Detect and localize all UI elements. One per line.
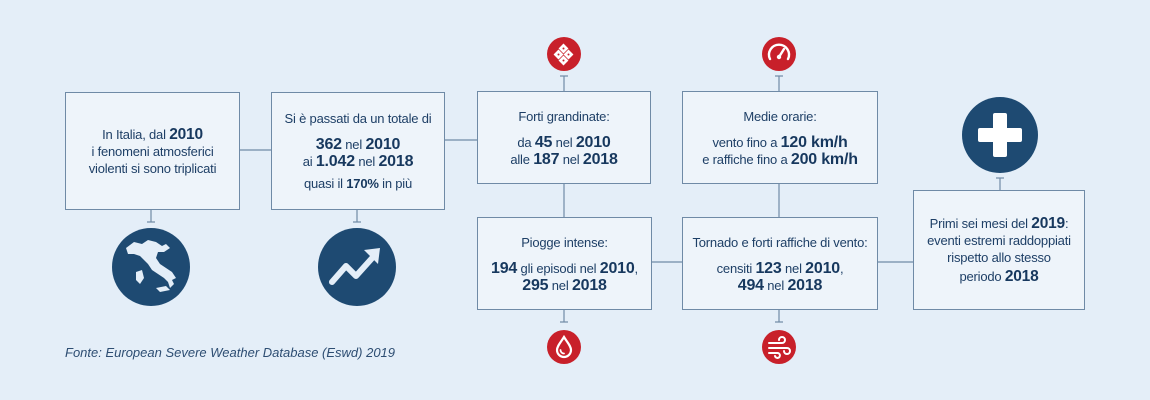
hail-icon [547,37,581,71]
box-heavy-rain: Piogge intense: 194 gli episodi nel 2010… [477,217,652,310]
box-italy-summary: In Italia, dal 2010 i fenomeni atmosferi… [65,92,240,210]
source-note: Fonte: European Severe Weather Database … [65,345,396,360]
box-hail: Forti grandinate: da 45 nel 2010 alle 18… [477,91,651,184]
box-wind-speed: Medie orarie: vento fino a 120 km/h e ra… [682,91,878,184]
plus-icon [962,97,1038,173]
raindrop-icon [547,330,581,364]
wind-icon [762,330,796,364]
speedometer-icon [762,37,796,71]
trend-arrow-icon [318,228,396,306]
box-total-events: Si è passati da un totale di 362 nel 201… [271,92,445,210]
italy-map-icon [112,228,190,306]
box-tornado: Tornado e forti raffiche di vento: censi… [682,217,878,310]
box-2019-summary: Primi sei mesi del 2019: eventi estremi … [913,190,1085,310]
